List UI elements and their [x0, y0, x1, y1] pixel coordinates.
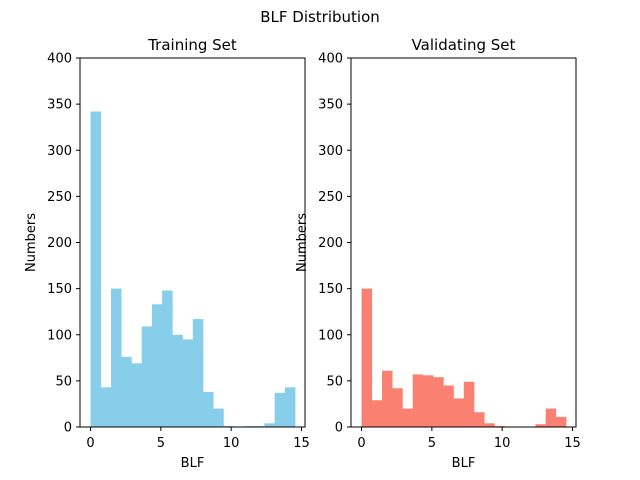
y-tick-label: 400 [318, 52, 343, 67]
histogram-bar [172, 334, 183, 427]
histogram-bar [182, 339, 194, 427]
y-tick-label: 0 [64, 421, 72, 436]
histogram-bar [90, 111, 102, 427]
x-tick-label: 5 [428, 436, 436, 451]
histogram-bar [100, 387, 112, 427]
histogram-bar [121, 356, 132, 427]
x-tick-label: 0 [357, 436, 365, 451]
y-axis-label: Numbers [24, 213, 39, 272]
histogram-bar [402, 408, 413, 427]
x-tick-label: 15 [564, 436, 581, 451]
subplot-2: 0 50 100 150 200 250 300 350 400 0 5 10 15 Validating… [295, 36, 581, 471]
y-axis-label: Numbers [295, 213, 310, 272]
figure-title: BLF Distribution [260, 8, 380, 26]
histogram-bar [141, 326, 153, 427]
y-tick-label: 250 [47, 190, 72, 205]
histogram-bar [274, 392, 286, 427]
subplot-1: 0 50 100 150 200 250 300 350 400 0 5 10 15 Training S… [24, 36, 310, 471]
x-axis-label: BLF [452, 456, 476, 471]
y-tick-label: 100 [47, 328, 72, 343]
y-tick-label: 300 [318, 144, 343, 159]
histogram-bar [382, 370, 393, 427]
histogram-bar [392, 388, 403, 427]
x-tick-label: 15 [293, 436, 310, 451]
y-tick-label: 200 [318, 236, 343, 251]
histogram-bar [192, 319, 204, 427]
y-tick-label: 0 [335, 421, 343, 436]
histogram-bar [151, 304, 163, 427]
histogram-bar [131, 363, 142, 427]
y-tick-label: 150 [47, 282, 72, 297]
y-tick-label: 50 [55, 374, 72, 389]
y-tick-label: 150 [318, 282, 343, 297]
histogram-bar [545, 408, 557, 427]
x-axis-label: BLF [181, 456, 205, 471]
histogram-bar [555, 416, 567, 427]
subplot-title: Validating Set [412, 36, 516, 54]
x-tick-label: 5 [157, 436, 165, 451]
histogram-bar [371, 400, 383, 427]
histogram-bar [264, 423, 275, 427]
y-tick-label: 350 [318, 98, 343, 113]
x-tick-label: 10 [494, 436, 511, 451]
histogram-bar [412, 374, 424, 427]
histogram-bar [361, 288, 373, 428]
histogram-bar [203, 391, 214, 427]
y-tick-label: 250 [318, 190, 343, 205]
y-tick-label: 400 [47, 52, 72, 67]
y-tick-label: 350 [47, 98, 72, 113]
histogram-bar [213, 408, 224, 427]
x-tick-label: 0 [86, 436, 94, 451]
histogram-bar [535, 424, 546, 427]
y-tick-label: 300 [47, 144, 72, 159]
histogram-bar [422, 375, 434, 427]
histogram-bar [111, 288, 122, 428]
histogram-bar [453, 398, 465, 427]
histogram-bar [433, 377, 444, 427]
histogram-bar [474, 412, 485, 427]
y-tick-label: 100 [318, 328, 343, 343]
histogram-bar [284, 387, 296, 427]
histogram-bar [484, 423, 495, 427]
histogram-bar [463, 381, 475, 427]
histogram-bar [443, 385, 454, 427]
y-tick-label: 50 [326, 374, 343, 389]
subplot-title: Training Set [147, 36, 237, 54]
x-tick-label: 10 [223, 436, 240, 451]
histogram-bar [162, 290, 173, 427]
y-tick-label: 200 [47, 236, 72, 251]
